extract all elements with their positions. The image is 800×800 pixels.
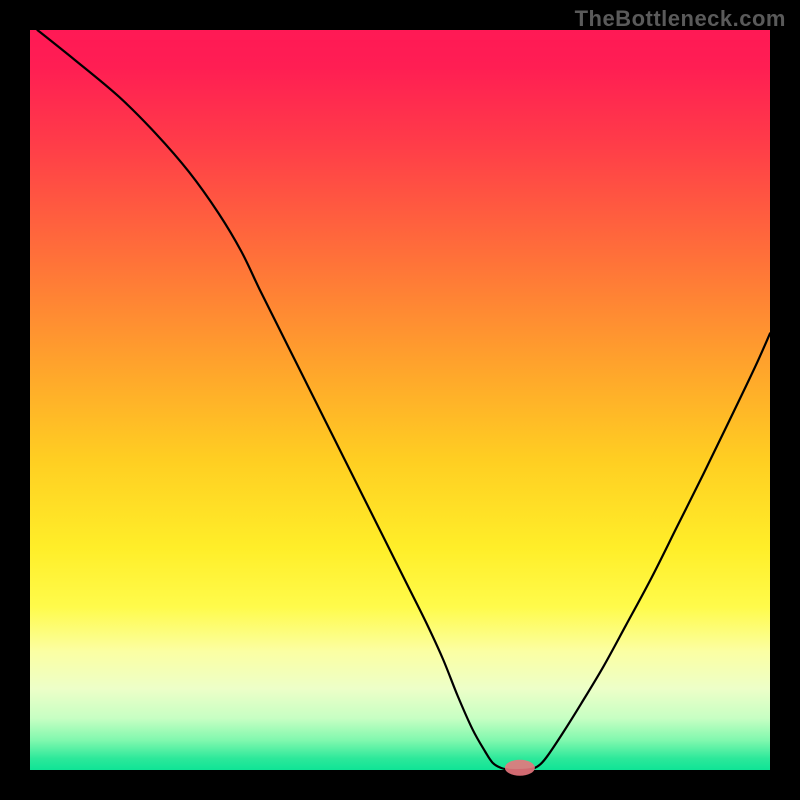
- plot-background: [30, 30, 770, 770]
- bottleneck-chart: [0, 0, 800, 800]
- minimum-marker: [505, 760, 535, 776]
- chart-container: TheBottleneck.com: [0, 0, 800, 800]
- watermark-text: TheBottleneck.com: [575, 6, 786, 32]
